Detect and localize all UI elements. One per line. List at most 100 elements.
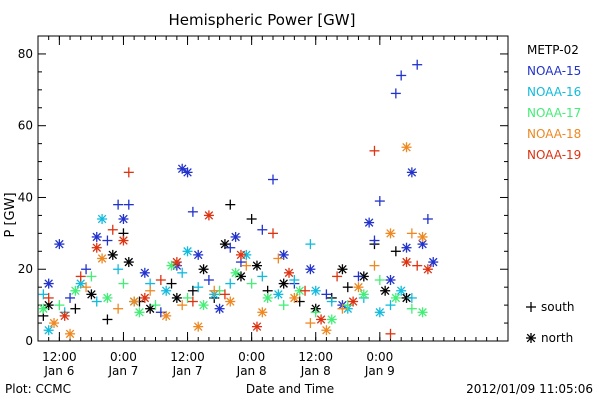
data-point: [86, 271, 97, 282]
data-point: [123, 199, 134, 210]
legend-entry: NOAA-19: [527, 148, 581, 162]
data-point: [406, 167, 417, 178]
data-point: [97, 214, 108, 224]
data-point: [177, 300, 188, 311]
data-point: [310, 285, 321, 296]
marker-legend-label: north: [541, 331, 573, 345]
data-point: [123, 257, 134, 268]
data-point: [321, 289, 332, 300]
data-point: [246, 214, 257, 224]
data-point: [369, 260, 380, 271]
data-point: [145, 285, 156, 296]
data-point: [289, 275, 300, 285]
data-point: [422, 264, 433, 275]
data-point: [203, 210, 214, 221]
data-point: [230, 267, 241, 278]
data-point: [182, 167, 193, 178]
data-point: [251, 260, 262, 271]
marker-legend-label: south: [541, 300, 575, 314]
data-point: [353, 271, 364, 282]
data-point: [166, 260, 177, 271]
plot-credit: Plot: CCMC: [5, 382, 71, 396]
data-point: [145, 303, 156, 314]
data-point: [123, 167, 134, 178]
marker-legend-symbol: [526, 333, 536, 343]
data-point: [225, 199, 236, 210]
data-point: [166, 278, 177, 289]
x-tick-label-time: 12:00: [170, 350, 205, 364]
data-point: [305, 264, 316, 275]
data-point: [177, 267, 188, 278]
data-point: [284, 267, 295, 278]
y-tick-label: 40: [18, 190, 33, 204]
data-point: [235, 249, 246, 260]
data-point: [273, 253, 284, 264]
data-point: [310, 307, 321, 318]
data-point: [390, 88, 401, 99]
data-point: [385, 228, 396, 239]
data-point: [246, 278, 257, 289]
x-tick-label-date: Jan 8: [300, 364, 331, 378]
data-point: [107, 249, 118, 260]
x-tick-label-time: 12:00: [42, 350, 77, 364]
data-point: [390, 246, 401, 257]
data-point: [193, 282, 204, 293]
data-point: [65, 292, 76, 303]
data-point: [257, 271, 268, 282]
y-tick-label: 0: [25, 334, 33, 348]
data-point: [102, 314, 113, 325]
data-point: [396, 285, 407, 296]
data-point: [155, 275, 166, 285]
legend-entry: METP-02: [527, 43, 579, 57]
x-tick-label-date: Jan 9: [364, 364, 395, 378]
data-point: [86, 289, 97, 300]
data-point: [305, 239, 316, 250]
data-point: [177, 163, 188, 174]
data-point: [155, 307, 166, 318]
data-point: [54, 300, 65, 311]
data-point: [326, 314, 337, 325]
data-point: [278, 249, 289, 260]
plot-timestamp: 2012/01/09 11:05:06: [466, 382, 593, 396]
data-point: [358, 289, 369, 300]
data-point: [91, 231, 102, 242]
data-point: [257, 224, 268, 235]
legend-entry: NOAA-17: [527, 106, 581, 120]
data-point: [49, 318, 60, 329]
data-point: [294, 296, 305, 307]
data-point: [273, 289, 284, 300]
data-point: [401, 142, 412, 153]
legend: METP-02 NOAA-15 NOAA-16 NOAA-17 NOAA-18 NOAA-…: [527, 43, 581, 162]
data-point: [300, 285, 311, 296]
data-point: [401, 257, 412, 268]
data-point: [38, 289, 49, 300]
data-point: [412, 59, 423, 70]
data-point: [342, 300, 353, 311]
data-point: [102, 292, 113, 303]
data-point: [326, 296, 337, 307]
data-point: [305, 318, 316, 329]
data-point: [417, 307, 428, 318]
data-point: [198, 300, 209, 311]
chart-title: Hemispheric Power [GW]: [169, 11, 356, 29]
data-point: [385, 328, 396, 339]
data-point: [161, 285, 172, 296]
data-point: [278, 278, 289, 289]
y-axis-label: P [GW]: [3, 192, 18, 237]
data-point: [385, 300, 396, 311]
data-point: [251, 321, 262, 332]
data-point: [43, 325, 54, 336]
data-point: [118, 214, 129, 224]
x-tick-label-date: Jan 6: [43, 364, 74, 378]
marker-legend-symbol: [526, 302, 536, 312]
data-point: [390, 292, 401, 303]
x-tick-label-date: Jan 8: [236, 364, 267, 378]
data-point: [43, 292, 54, 303]
data-point: [118, 278, 129, 289]
x-tick-label-time: 0:00: [110, 350, 137, 364]
data-point: [380, 285, 391, 296]
data-point: [91, 296, 102, 307]
data-point: [118, 235, 129, 246]
data-point: [193, 249, 204, 260]
